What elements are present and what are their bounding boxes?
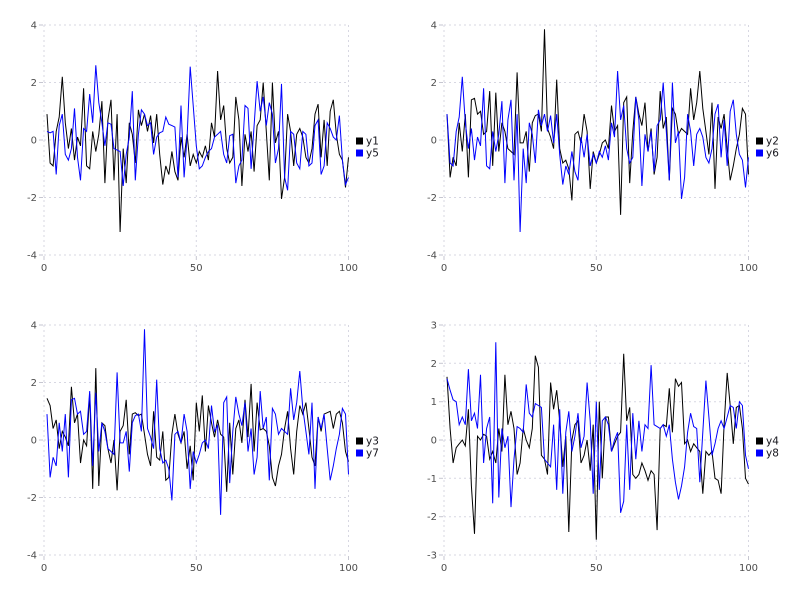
y1-line bbox=[46, 70, 349, 233]
chart-panel-bottom-right: 0 50 100 -3 -2 -1 0 1 2 3 y4 y8 bbox=[400, 300, 800, 600]
y-tick-label: 0 bbox=[31, 136, 37, 147]
y-tick-label: -2 bbox=[27, 493, 37, 504]
legend-marker-y7 bbox=[356, 449, 363, 457]
x-tick-label: 100 bbox=[339, 263, 358, 274]
x-tick-label: 100 bbox=[739, 263, 758, 274]
legend-label-y6: y6 bbox=[766, 148, 779, 160]
y-tick-label: -4 bbox=[27, 251, 37, 262]
legend-marker-y1 bbox=[356, 137, 363, 145]
legend-marker-y3 bbox=[356, 437, 363, 445]
y-tick-label: 4 bbox=[31, 21, 37, 32]
legend-marker-y8 bbox=[756, 449, 763, 457]
legend-label-y5: y5 bbox=[366, 148, 379, 160]
y-tick-label: 0 bbox=[431, 436, 437, 447]
x-tick-label: 0 bbox=[441, 563, 447, 574]
legend-label-y1: y1 bbox=[366, 136, 379, 148]
y7-line bbox=[46, 329, 349, 515]
legend-marker-y5 bbox=[356, 149, 363, 157]
x-tick-label: 50 bbox=[190, 263, 203, 274]
y-tick-label: 1 bbox=[431, 397, 437, 408]
y-tick-label: -3 bbox=[427, 551, 437, 562]
y8-line bbox=[446, 342, 749, 513]
y-tick-label: -2 bbox=[27, 193, 37, 204]
y-tick-label: 2 bbox=[431, 359, 437, 370]
x-tick-label: 100 bbox=[739, 563, 758, 574]
y-tick-label: -4 bbox=[27, 551, 37, 562]
y-tick-label: -4 bbox=[427, 251, 437, 262]
x-tick-label: 0 bbox=[441, 263, 447, 274]
y6-line bbox=[446, 70, 749, 233]
y-tick-label: -2 bbox=[427, 193, 437, 204]
y-tick-label: 3 bbox=[431, 321, 437, 332]
y3-line bbox=[46, 368, 349, 492]
chart-panel-bottom-left: 0 50 100 -4 -2 0 2 4 y3 y7 bbox=[0, 300, 400, 600]
y-tick-label: 2 bbox=[431, 78, 437, 89]
x-tick-label: 50 bbox=[190, 563, 203, 574]
chart-panel-top-right: 0 50 100 -4 -2 0 2 4 y2 y6 bbox=[400, 0, 800, 300]
y-tick-label: 2 bbox=[31, 378, 37, 389]
legend-marker-y2 bbox=[756, 137, 763, 145]
y2-line bbox=[446, 29, 749, 215]
legend-label-y4: y4 bbox=[766, 436, 779, 448]
y-tick-label: 0 bbox=[31, 436, 37, 447]
y5-line bbox=[46, 65, 349, 191]
legend-label-y8: y8 bbox=[766, 448, 779, 460]
x-tick-label: 0 bbox=[41, 563, 47, 574]
y-tick-label: -2 bbox=[427, 512, 437, 523]
legend-label-y2: y2 bbox=[766, 136, 779, 148]
y-tick-label: 4 bbox=[31, 321, 37, 332]
x-tick-label: 50 bbox=[590, 263, 603, 274]
y-tick-label: 4 bbox=[431, 21, 437, 32]
x-tick-label: 50 bbox=[590, 563, 603, 574]
x-tick-label: 0 bbox=[41, 263, 47, 274]
legend-label-y7: y7 bbox=[366, 448, 379, 460]
chart-panel-top-left: 0 50 100 -4 -2 0 2 4 y1 y5 bbox=[0, 0, 400, 300]
legend-marker-y4 bbox=[756, 437, 763, 445]
y-tick-label: 0 bbox=[431, 136, 437, 147]
legend-label-y3: y3 bbox=[366, 436, 379, 448]
legend-marker-y6 bbox=[756, 149, 763, 157]
y-tick-label: -1 bbox=[427, 474, 437, 485]
x-tick-label: 100 bbox=[339, 563, 358, 574]
y-tick-label: 2 bbox=[31, 78, 37, 89]
